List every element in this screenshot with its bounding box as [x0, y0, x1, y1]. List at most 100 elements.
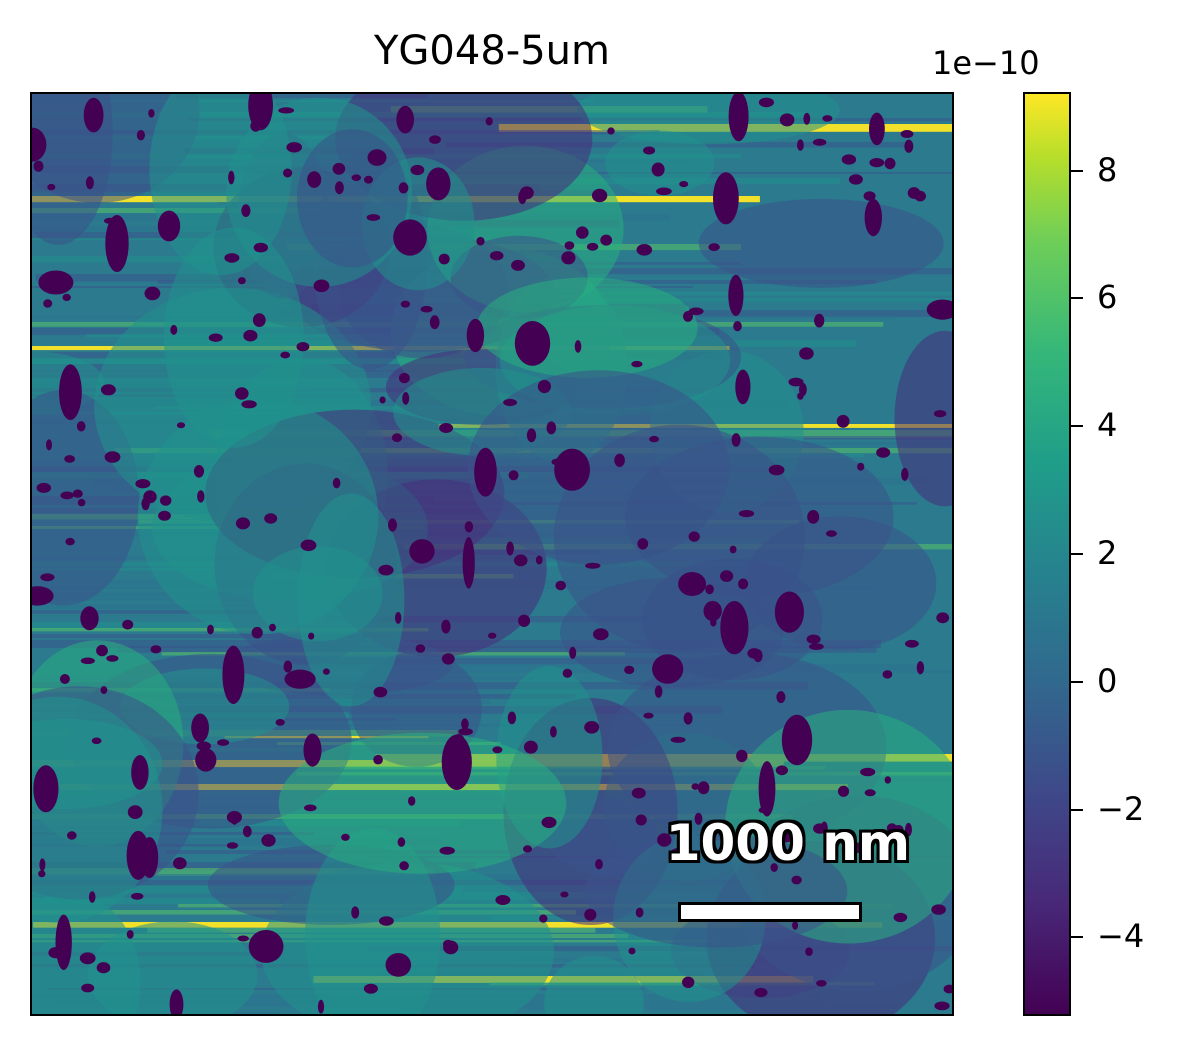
surface-pit [88, 891, 96, 903]
surface-pit [135, 479, 151, 489]
surface-pit [936, 612, 950, 624]
surface-pit [637, 538, 649, 550]
surface-pit [905, 639, 919, 648]
surface-pit [656, 187, 672, 196]
surface-pit [814, 313, 825, 328]
surface-pit [238, 277, 246, 285]
scan-line-band [178, 904, 893, 908]
surface-pit [826, 530, 837, 537]
surface-pit [399, 861, 409, 871]
surface-pit [144, 286, 161, 301]
scan-line-band [32, 634, 391, 639]
surface-pit [283, 660, 293, 673]
surface-pit [176, 422, 186, 429]
terrace-patch [476, 277, 698, 378]
colorbar-tick-mark [1071, 297, 1083, 300]
surface-pit [224, 253, 240, 263]
surface-pit [476, 236, 485, 246]
surface-pit [38, 270, 74, 295]
surface-pit [40, 573, 55, 582]
colorbar-tick-mark [1071, 169, 1083, 172]
surface-pit [636, 244, 653, 256]
surface-pit [158, 510, 171, 521]
surface-pit [441, 653, 455, 665]
surface-pit [32, 127, 47, 162]
surface-pit [678, 572, 707, 596]
surface-pit [296, 342, 310, 352]
surface-pit [461, 718, 469, 730]
surface-pit [614, 453, 625, 467]
surface-pit [439, 423, 454, 433]
surface-pit [813, 823, 827, 834]
surface-pit [738, 510, 755, 518]
surface-pit [104, 451, 121, 463]
surface-pit [628, 947, 636, 955]
scan-line-band [32, 598, 254, 601]
surface-pit [770, 863, 778, 872]
surface-pit [779, 113, 795, 127]
surface-pit [652, 654, 684, 684]
surface-pit [96, 644, 108, 657]
surface-pit [248, 929, 284, 963]
surface-pit [768, 464, 785, 476]
terrace-patch [894, 330, 952, 507]
surface-pit [591, 188, 608, 203]
surface-pit [775, 765, 789, 776]
surface-pit [585, 562, 601, 569]
surface-pit [131, 892, 144, 900]
surface-pit [100, 686, 108, 695]
surface-pit [791, 875, 802, 885]
surface-pit [269, 623, 276, 632]
surface-pit [836, 414, 850, 428]
surface-pit [458, 728, 473, 736]
surface-pit [822, 115, 833, 122]
surface-pit [495, 895, 511, 905]
surface-pit [703, 600, 722, 622]
scan-line-band [32, 604, 280, 609]
surface-pit [569, 646, 577, 659]
surface-pit [81, 983, 95, 993]
surface-pit [91, 737, 102, 745]
colorbar-tick-label: −4 [1097, 917, 1145, 956]
surface-pit [670, 736, 686, 743]
colorbar-tick-mark [1071, 553, 1083, 555]
colorbar-tick-mark [1071, 936, 1083, 939]
surface-pit [408, 796, 416, 806]
surface-pit [884, 776, 891, 784]
surface-pit [541, 816, 557, 829]
surface-pit [443, 939, 454, 949]
surface-pit [462, 537, 475, 589]
surface-pit [59, 364, 82, 421]
colorbar [1023, 92, 1071, 1016]
surface-pit [396, 105, 415, 134]
surface-pit [513, 554, 528, 567]
surface-pit [506, 541, 514, 556]
surface-pit [96, 962, 111, 974]
terrace-patch [744, 516, 937, 650]
surface-pit [250, 120, 261, 132]
surface-pit [429, 315, 440, 330]
surface-pit [943, 984, 952, 994]
surface-pit [754, 987, 768, 998]
surface-pit [388, 518, 397, 532]
surface-pit [72, 489, 83, 498]
colorbar-tick-mark [1071, 680, 1083, 683]
surface-pit [560, 891, 569, 898]
surface-pit [452, 734, 465, 746]
surface-pit [926, 299, 952, 320]
surface-pit [307, 171, 322, 188]
surface-pit [863, 191, 876, 201]
surface-pit [38, 870, 46, 878]
surface-pit [869, 158, 885, 168]
surface-pit [837, 785, 850, 797]
surface-pit [688, 531, 700, 542]
surface-pit [774, 591, 805, 633]
surface-pit [503, 398, 517, 407]
colorbar-tick-label: −2 [1097, 789, 1145, 828]
surface-pit [303, 733, 322, 767]
surface-pit [332, 162, 346, 175]
surface-pit [518, 190, 527, 205]
terrace-patch [577, 94, 840, 145]
surface-pit [485, 117, 493, 126]
surface-pit [341, 833, 350, 841]
